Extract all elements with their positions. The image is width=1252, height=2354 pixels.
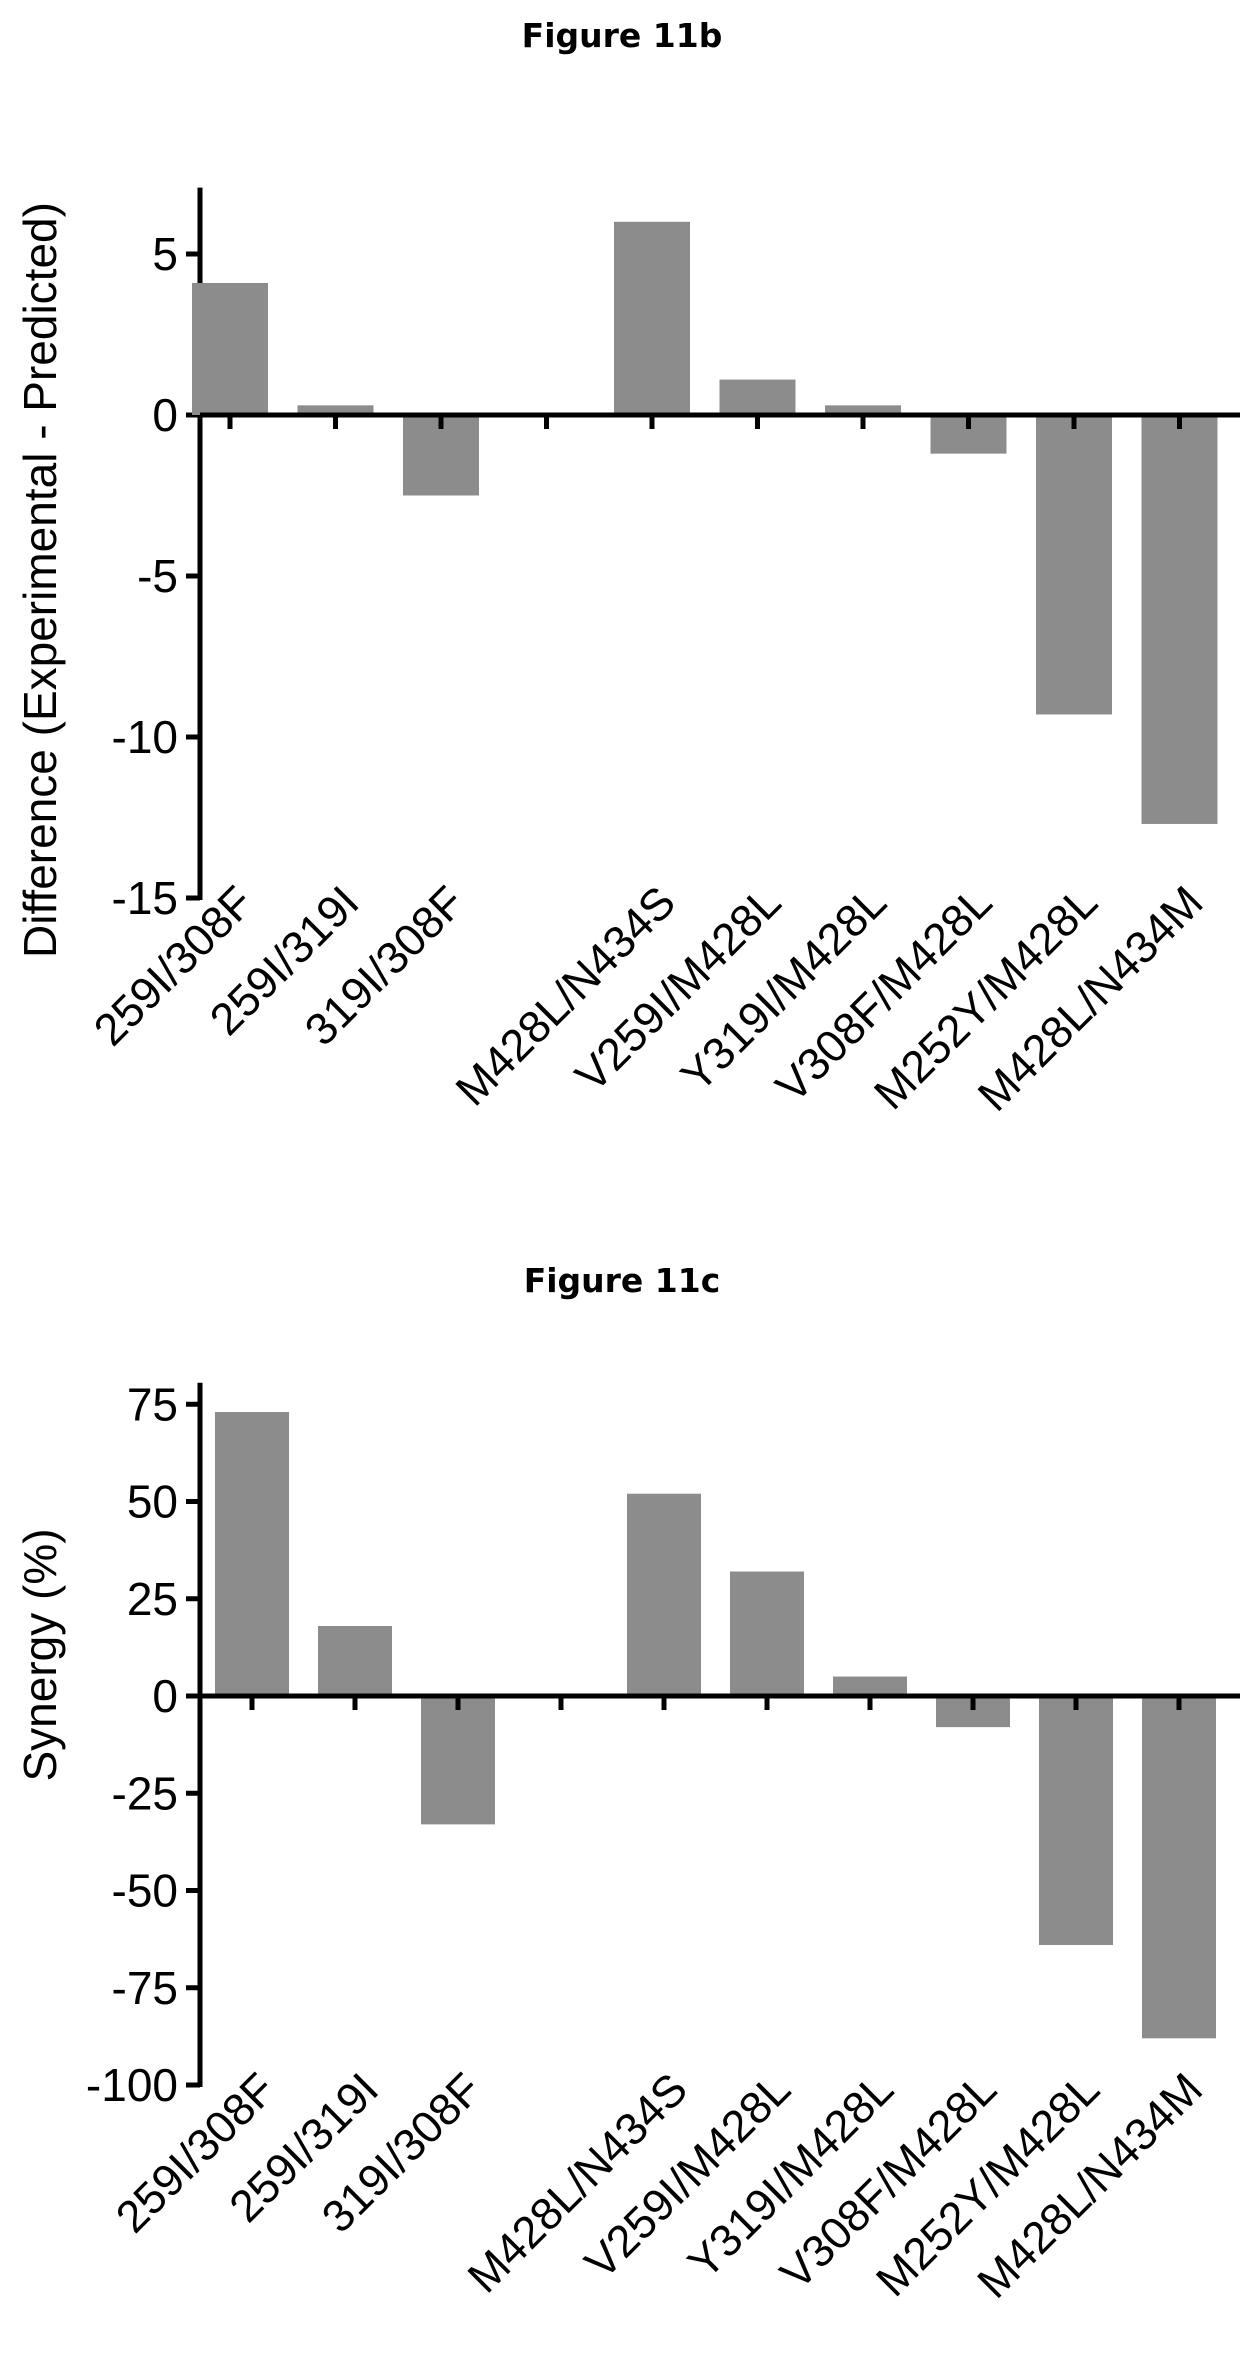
bar-M428L/N434S: [627, 1493, 701, 1696]
bar-Y319I/M428L: [825, 405, 901, 415]
y-tick-label: -100: [86, 2059, 178, 2111]
y-tick-label: -25: [112, 1767, 178, 1819]
chart-title: Figure 11b: [522, 16, 723, 55]
bar-V259I/M428L: [730, 1571, 804, 1696]
chart-title: Figure 11c: [524, 1261, 721, 1300]
y-tick-label: -75: [112, 1962, 178, 2014]
bar-V259I/M428L: [719, 379, 796, 415]
bar-259I/308F: [192, 282, 268, 415]
y-tick-label: 50: [127, 1476, 178, 1528]
y-tick-label: 0: [152, 1670, 178, 1722]
bar-319I/308F: [421, 1696, 495, 1825]
bar-259I/319I: [297, 405, 374, 415]
y-tick-label: -50: [112, 1865, 178, 1917]
bar-M428L/N434M: [1142, 1696, 1216, 2039]
y-axis-title: Synergy (%): [14, 1528, 66, 1781]
y-tick-label: 75: [127, 1378, 178, 1430]
chart-figure-11c: Figure 11c Synergy (%) 75 50 25 0 -25 -50 -75 -…: [14, 1261, 1240, 2308]
y-tick-label: -15: [112, 872, 178, 924]
y-tick-label: -5: [137, 550, 178, 602]
bar-M252Y/M428L: [1036, 415, 1112, 715]
bar-259I/308F: [215, 1412, 289, 1696]
bar-Y319I/M428L: [833, 1676, 907, 1696]
chart-figure-11b: Figure 11b Difference (Experimental - Pr…: [14, 16, 1240, 1121]
y-tick-label: 25: [127, 1573, 178, 1625]
y-tick-label: -10: [112, 711, 178, 763]
y-tick-label: 0: [152, 389, 178, 441]
y-tick-label: 5: [152, 228, 178, 280]
bar-M428L/N434S: [614, 221, 690, 415]
bar-M252Y/M428L: [1039, 1696, 1113, 1945]
bar-259I/319I: [318, 1625, 392, 1696]
y-axis-title: Difference (Experimental - Predicted): [14, 202, 66, 958]
bar-M428L/N434M: [1141, 415, 1218, 824]
